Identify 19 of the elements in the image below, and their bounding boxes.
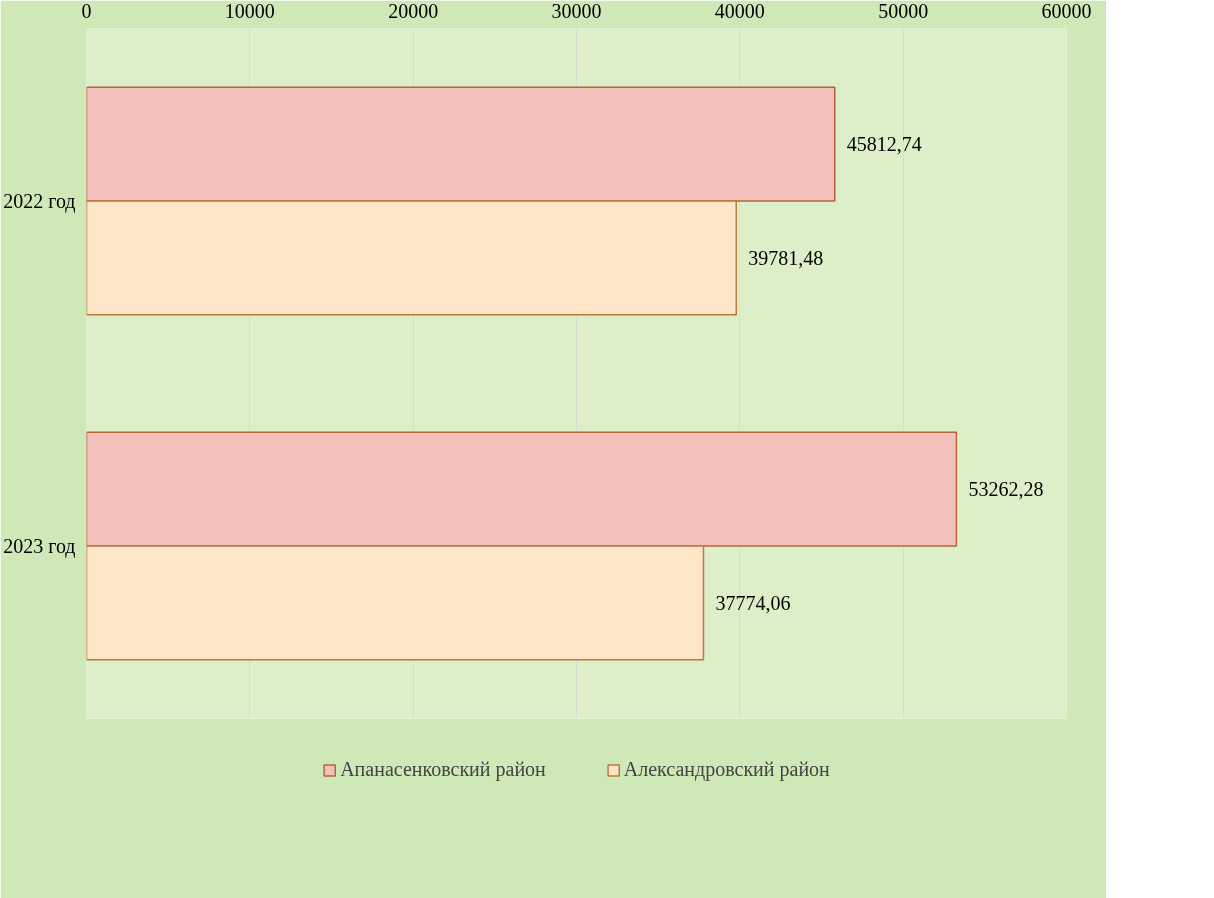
y-tick-label: 2023 год [3,535,76,558]
data-label: 45812,74 [846,133,922,156]
x-tick-label: 10000 [224,0,275,22]
bar [86,200,738,316]
y-tick-label: 2022 год [3,190,76,213]
x-tick-label: 50000 [878,0,929,22]
legend-label: Апанасенковский район [340,758,546,781]
legend-label: Александровский район [623,758,830,781]
bar [86,86,836,202]
data-label: 53262,28 [968,478,1044,501]
x-tick-label: 60000 [1041,0,1092,22]
data-label: 39781,48 [748,246,824,269]
x-tick-label: 0 [81,0,92,22]
bar [86,431,958,547]
data-label: 37774,06 [715,591,791,614]
x-tick-label: 40000 [714,0,765,22]
bar [86,545,705,661]
x-tick-label: 30000 [551,0,602,22]
x-tick-label: 20000 [388,0,439,22]
